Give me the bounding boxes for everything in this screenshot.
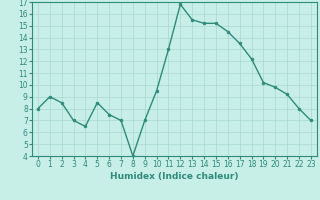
X-axis label: Humidex (Indice chaleur): Humidex (Indice chaleur)	[110, 172, 239, 181]
